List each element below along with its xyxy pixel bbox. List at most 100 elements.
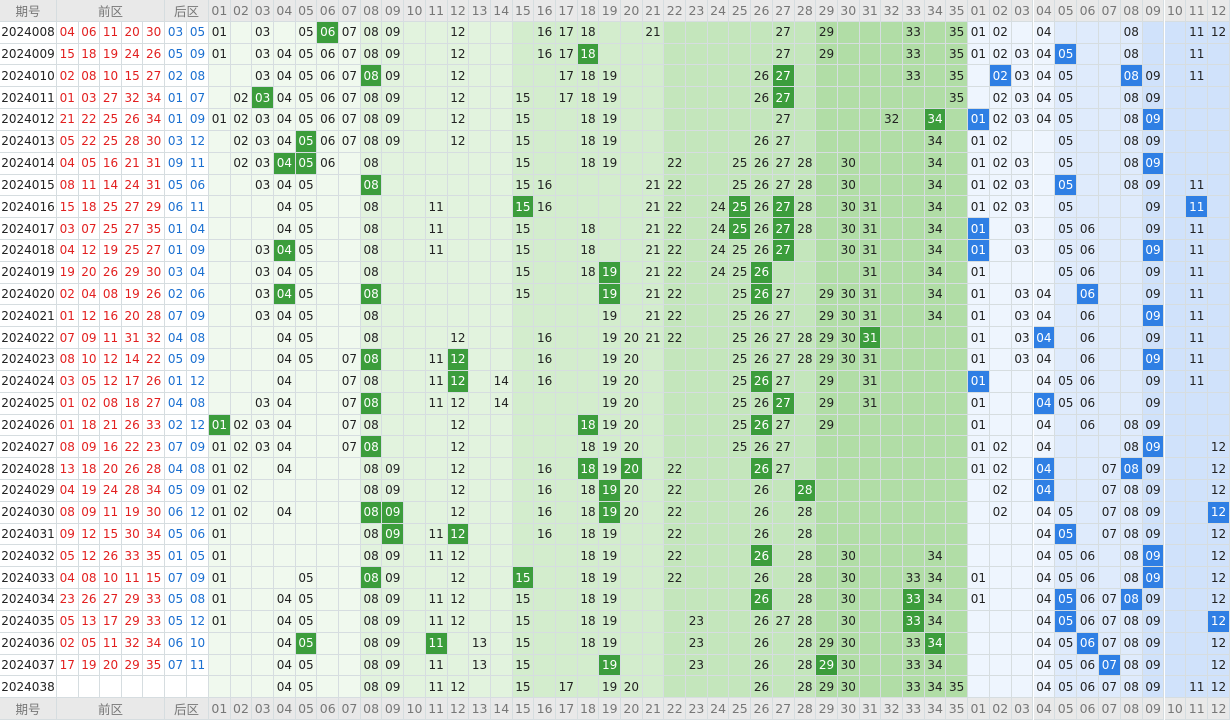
header-zone1: 20 xyxy=(621,0,643,22)
zone1-cell xyxy=(881,196,903,219)
front-number: 03 xyxy=(78,87,101,110)
zone1-cell xyxy=(837,87,860,110)
zone2-cell: 03 xyxy=(1011,43,1034,66)
front-number: 05 xyxy=(57,130,79,153)
zone1-cell xyxy=(317,196,340,219)
footer-zone2: 01 xyxy=(968,698,990,720)
zone1-cell xyxy=(512,305,535,328)
back-number: 12 xyxy=(187,501,209,524)
zone2-cell: 05 xyxy=(1055,152,1078,175)
zone1-cell xyxy=(339,610,361,633)
zone1-cell: 19 xyxy=(599,305,621,328)
zone1-cell xyxy=(490,632,513,655)
zone2-cell: 08 xyxy=(1120,109,1143,131)
zone1-cell: 27 xyxy=(772,414,795,437)
front-number: 20 xyxy=(100,654,122,677)
zone2-cell: 11 xyxy=(1186,21,1209,44)
zone1-cell: 15 xyxy=(512,174,535,197)
zone1-cell xyxy=(859,589,882,611)
front-number: 09 xyxy=(78,327,101,350)
zone2-cell: 05 xyxy=(1055,523,1078,546)
footer-zone1: 24 xyxy=(707,698,730,720)
zone1-cell: 05 xyxy=(295,632,318,655)
zone1-cell: 22 xyxy=(664,567,687,590)
zone1-cell xyxy=(621,130,643,153)
zone1-cell: 19 xyxy=(599,545,621,568)
front-number: 19 xyxy=(78,654,101,677)
header-zone1: 33 xyxy=(902,0,925,22)
zone1-cell xyxy=(512,523,535,546)
zone1-cell xyxy=(317,676,340,699)
zone2-cell xyxy=(1164,589,1187,611)
zone1-cell xyxy=(209,218,231,240)
front-number: 19 xyxy=(100,43,122,66)
zone1-cell xyxy=(881,676,903,699)
back-number: 11 xyxy=(187,654,209,677)
zone1-cell: 11 xyxy=(425,392,448,415)
zone2-cell xyxy=(1033,130,1056,153)
zone1-cell xyxy=(859,480,882,502)
zone1-cell xyxy=(902,523,925,546)
zone1-cell: 31 xyxy=(859,392,882,415)
zone2-cell: 03 xyxy=(1011,65,1034,88)
zone2-cell xyxy=(1164,65,1187,88)
front-number: 08 xyxy=(57,349,79,371)
zone2-cell: 09 xyxy=(1142,196,1165,219)
zone2-cell xyxy=(1208,196,1230,219)
zone1-cell xyxy=(881,261,903,284)
footer-zone1: 30 xyxy=(837,698,860,720)
zone2-cell xyxy=(1077,501,1099,524)
header-zone2: 01 xyxy=(968,0,990,22)
zone2-cell: 09 xyxy=(1142,567,1165,590)
zone2-cell: 03 xyxy=(1011,349,1034,371)
zone2-cell: 02 xyxy=(989,43,1012,66)
front-number: 18 xyxy=(78,414,101,437)
zone1-cell: 28 xyxy=(794,676,817,699)
back-number: 03 xyxy=(165,130,187,153)
zone1-cell: 15 xyxy=(512,130,535,153)
zone1-cell: 16 xyxy=(534,370,556,393)
zone1-cell: 19 xyxy=(599,501,621,524)
zone2-cell xyxy=(1120,261,1143,284)
front-number: 25 xyxy=(100,218,122,240)
zone1-cell xyxy=(924,392,947,415)
back-number: 12 xyxy=(187,370,209,393)
zone1-cell: 29 xyxy=(816,370,838,393)
front-number: 05 xyxy=(78,632,101,655)
zone2-cell: 04 xyxy=(1033,610,1056,633)
zone2-cell: 04 xyxy=(1033,480,1056,502)
zone2-cell: 02 xyxy=(989,436,1012,459)
zone1-cell: 18 xyxy=(577,480,600,502)
front-number: 30 xyxy=(143,130,165,153)
front-number: 30 xyxy=(143,261,165,284)
front-number: 08 xyxy=(57,436,79,459)
zone2-cell: 08 xyxy=(1120,414,1143,437)
zone1-cell: 28 xyxy=(794,152,817,175)
front-number: 35 xyxy=(143,654,165,677)
front-number: 33 xyxy=(121,545,144,568)
zone1-cell xyxy=(469,480,491,502)
zone2-cell xyxy=(1120,349,1143,371)
zone1-cell xyxy=(425,65,448,88)
zone1-cell xyxy=(946,283,968,306)
zone2-cell xyxy=(1011,545,1034,568)
zone1-cell: 30 xyxy=(837,196,860,219)
zone1-cell xyxy=(686,65,708,88)
zone1-cell: 04 xyxy=(274,130,296,153)
zone2-cell: 01 xyxy=(968,109,990,131)
zone1-cell: 28 xyxy=(794,589,817,611)
zone2-cell: 09 xyxy=(1142,87,1165,110)
zone1-cell xyxy=(729,523,752,546)
zone1-cell xyxy=(902,501,925,524)
zone2-cell xyxy=(1011,130,1034,153)
zone1-cell xyxy=(686,109,708,131)
zone2-cell: 04 xyxy=(1033,21,1056,44)
zone2-cell xyxy=(1120,392,1143,415)
zone1-cell: 20 xyxy=(621,327,643,350)
zone1-cell xyxy=(664,589,687,611)
zone1-cell xyxy=(642,654,665,677)
zone1-cell xyxy=(534,305,556,328)
zone1-cell xyxy=(946,414,968,437)
zone1-cell xyxy=(794,65,817,88)
zone1-cell xyxy=(816,567,838,590)
